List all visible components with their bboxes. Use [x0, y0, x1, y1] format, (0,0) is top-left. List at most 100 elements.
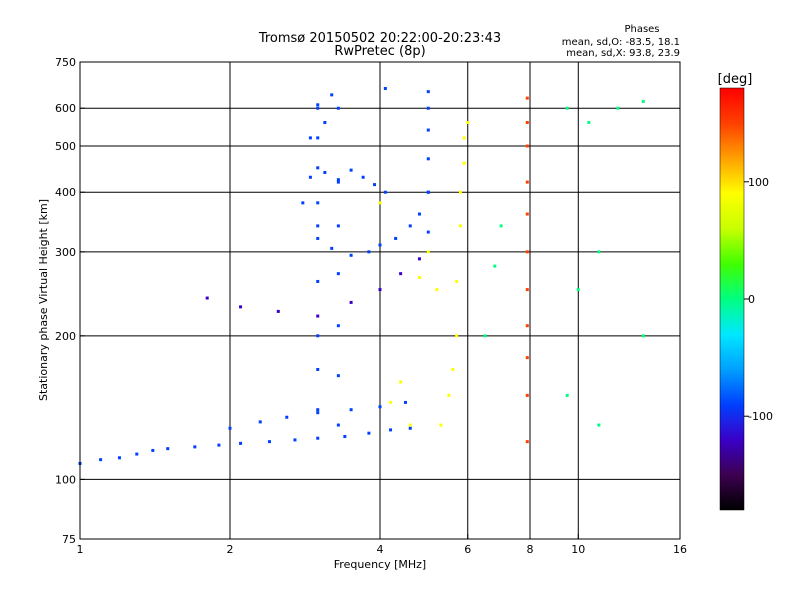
data-point	[316, 166, 320, 170]
data-point	[417, 276, 421, 280]
data-point	[462, 136, 466, 140]
data-point	[117, 456, 121, 460]
y-tick-label: 200	[55, 330, 76, 343]
data-point	[641, 99, 645, 103]
data-point	[135, 452, 139, 456]
data-point	[408, 426, 412, 430]
data-point	[455, 334, 459, 338]
data-point	[336, 178, 340, 182]
data-point	[316, 201, 320, 205]
data-point	[316, 367, 320, 371]
data-point	[462, 161, 466, 165]
data-point	[597, 250, 601, 254]
data-point	[525, 393, 529, 397]
data-point	[205, 296, 209, 300]
x-tick-label: 6	[464, 543, 471, 556]
data-point	[316, 408, 320, 412]
x-tick-label: 16	[673, 543, 687, 556]
data-point	[373, 183, 377, 187]
data-point	[525, 96, 529, 100]
data-point	[316, 103, 320, 107]
data-point	[336, 180, 340, 184]
data-point	[458, 190, 462, 194]
data-point	[525, 180, 529, 184]
data-point	[383, 86, 387, 90]
data-point	[323, 170, 327, 174]
x-axis: 1 2 4 6 8 10 16	[77, 534, 687, 556]
data-point	[408, 224, 412, 228]
grid	[80, 62, 680, 539]
data-point	[565, 106, 569, 110]
data-point	[316, 224, 320, 228]
data-point	[258, 420, 262, 424]
y-tick-label: 750	[55, 56, 76, 69]
data-point	[378, 243, 382, 247]
data-point	[439, 423, 443, 427]
stats-line-x: mean, sd,X: 93.8, 23.9	[566, 48, 680, 59]
y-tick-label: 600	[55, 102, 76, 115]
data-point	[336, 272, 340, 276]
data-point	[151, 448, 155, 452]
x-tick-label: 2	[227, 543, 234, 556]
data-point	[293, 438, 297, 442]
data-point	[330, 93, 334, 97]
data-point	[316, 236, 320, 240]
x-tick-label: 10	[571, 543, 585, 556]
data-point	[399, 380, 403, 384]
data-point	[361, 175, 365, 179]
y-tick-label: 100	[55, 473, 76, 486]
data-point	[525, 212, 529, 216]
x-tick-label: 4	[377, 543, 384, 556]
data-point	[349, 168, 353, 172]
data-point	[408, 423, 412, 427]
data-point	[193, 445, 197, 449]
data-point	[378, 201, 382, 205]
chart-subtitle: RwPretec (8p)	[334, 44, 425, 59]
data-point	[316, 334, 320, 338]
data-point	[399, 272, 403, 276]
data-point	[239, 305, 243, 309]
data-point	[616, 106, 620, 110]
data-point	[641, 334, 645, 338]
data-point	[435, 288, 439, 292]
data-point	[378, 288, 382, 292]
data-points	[78, 86, 645, 465]
data-point	[367, 431, 371, 435]
data-point	[239, 441, 243, 445]
data-point	[394, 236, 398, 240]
colorbar-tick-label: 0	[748, 293, 755, 306]
y-tick-label: 300	[55, 246, 76, 259]
data-point	[99, 458, 103, 462]
data-point	[483, 334, 487, 338]
data-point	[330, 246, 334, 250]
data-point	[455, 279, 459, 283]
colorbar	[719, 87, 745, 511]
data-point	[316, 411, 320, 415]
data-point	[316, 279, 320, 283]
data-point	[587, 121, 591, 125]
data-point	[426, 128, 430, 132]
data-point	[316, 106, 320, 110]
data-point	[525, 324, 529, 328]
y-tick-label: 75	[62, 533, 76, 546]
data-point	[576, 288, 580, 292]
data-point	[458, 224, 462, 228]
data-point	[426, 90, 430, 94]
data-point	[217, 443, 221, 447]
data-point	[301, 201, 305, 205]
data-point	[316, 314, 320, 318]
x-tick-label: 1	[77, 543, 84, 556]
data-point	[426, 106, 430, 110]
data-point	[367, 250, 371, 254]
y-axis: 75 100 200 300 400 500 600 750	[55, 56, 85, 546]
data-point	[308, 175, 312, 179]
y-tick-label: 500	[55, 140, 76, 153]
data-point	[349, 253, 353, 257]
data-point	[499, 224, 503, 228]
colorbar-label: [deg]	[718, 72, 753, 87]
y-tick-label: 400	[55, 186, 76, 199]
data-point	[525, 121, 529, 125]
colorbar-tick-label: -100	[748, 410, 773, 423]
data-point	[378, 405, 382, 409]
